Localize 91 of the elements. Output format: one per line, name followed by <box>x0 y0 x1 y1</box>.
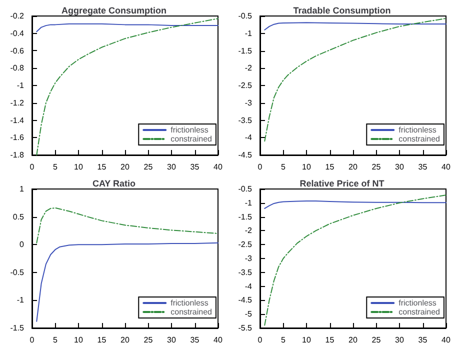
line-series <box>36 207 218 244</box>
y-tick-label: -2 <box>244 226 253 236</box>
x-tick-label: 40 <box>214 336 223 344</box>
y-tick-label: -1.8 <box>10 150 25 160</box>
x-tick-label: 15 <box>97 162 107 172</box>
x-tick-label: 25 <box>372 162 382 172</box>
legend-label: constrained <box>170 134 212 144</box>
legend-label: frictionless <box>398 298 436 308</box>
y-tick-label: 0.5 <box>12 212 25 222</box>
line-series <box>36 242 218 322</box>
x-tick-label: 40 <box>442 162 451 172</box>
x-tick-label: 30 <box>167 336 176 344</box>
y-tick-label: -3.5 <box>238 268 253 277</box>
y-tick-label: -1.5 <box>238 46 253 56</box>
x-tick-label: 35 <box>190 162 200 172</box>
y-tick-label: -0.8 <box>10 64 25 73</box>
y-tick-label: -1.2 <box>10 98 25 108</box>
line-series <box>36 23 218 32</box>
x-tick-label: 40 <box>214 162 223 172</box>
chart-title: CAY Ratio <box>92 178 136 188</box>
x-tick-label: 35 <box>190 336 200 344</box>
y-tick-label: -5.5 <box>238 324 253 332</box>
legend-label: frictionless <box>170 126 208 134</box>
x-tick-label: 25 <box>144 336 154 344</box>
x-tick-label: 40 <box>442 336 451 344</box>
line-series <box>36 18 218 156</box>
y-tick-label: -1 <box>244 198 253 208</box>
y-tick-label: -2.5 <box>238 81 253 90</box>
y-tick-label: -2 <box>244 64 253 73</box>
y-tick-label: -1 <box>16 296 25 305</box>
chart-title: Relative Price of NT <box>300 178 385 188</box>
line-series <box>264 22 446 30</box>
y-tick-label: -1 <box>16 81 25 90</box>
x-tick-label: 20 <box>348 162 358 172</box>
x-tick-label: 30 <box>167 162 176 172</box>
y-tick-label: -4.5 <box>238 296 253 305</box>
x-tick-label: 30 <box>395 336 404 344</box>
y-tick-label: -4 <box>244 282 253 291</box>
y-tick-label: -0.5 <box>10 268 25 277</box>
x-tick-label: 15 <box>97 336 107 344</box>
legend-label: frictionless <box>398 126 436 134</box>
x-tick-label: 0 <box>258 162 263 172</box>
y-tick-label: -3 <box>244 254 253 263</box>
y-tick-label: -3.5 <box>238 116 253 125</box>
line-series <box>264 200 446 209</box>
legend-label: constrained <box>398 134 440 144</box>
x-tick-label: 0 <box>258 336 263 344</box>
y-tick-label: -1.4 <box>10 116 25 125</box>
y-tick-label: -0.2 <box>10 12 25 20</box>
y-tick-label: -5 <box>244 310 253 319</box>
x-tick-label: 5 <box>281 162 286 172</box>
x-tick-label: 25 <box>144 162 154 172</box>
x-tick-label: 35 <box>418 336 428 344</box>
x-tick-label: 0 <box>30 336 35 344</box>
x-tick-label: 15 <box>325 162 335 172</box>
x-tick-label: 5 <box>53 336 58 344</box>
y-tick-label: 1 <box>20 184 25 194</box>
line-series <box>264 18 446 142</box>
y-tick-label: -1.5 <box>10 324 25 332</box>
legend-label: frictionless <box>170 298 208 308</box>
x-tick-label: 5 <box>281 336 286 344</box>
y-tick-label: -0.4 <box>10 28 25 38</box>
chart-title: Tradable Consumption <box>293 6 391 16</box>
x-tick-label: 10 <box>74 162 84 172</box>
x-tick-label: 20 <box>348 336 358 344</box>
legend-label: constrained <box>398 308 440 316</box>
x-tick-label: 20 <box>120 162 130 172</box>
line-series <box>264 194 446 326</box>
y-tick-label: -3 <box>244 98 253 108</box>
x-tick-label: 10 <box>302 162 312 172</box>
y-tick-label: -0.5 <box>238 184 253 194</box>
x-tick-label: 30 <box>395 162 404 172</box>
x-tick-label: 25 <box>372 336 382 344</box>
y-tick-label: -4 <box>244 133 253 142</box>
x-tick-label: 20 <box>120 336 130 344</box>
y-tick-label: -1.5 <box>238 212 253 222</box>
x-tick-label: 35 <box>418 162 428 172</box>
x-tick-label: 10 <box>74 336 84 344</box>
x-tick-label: 5 <box>53 162 58 172</box>
y-tick-label: -4.5 <box>238 150 253 160</box>
y-tick-label: -1 <box>244 28 253 38</box>
y-tick-label: -2.5 <box>238 240 253 250</box>
y-tick-label: -0.5 <box>238 12 253 20</box>
x-tick-label: 0 <box>30 162 35 172</box>
x-tick-label: 10 <box>302 336 312 344</box>
y-tick-label: -0.6 <box>10 46 25 56</box>
legend-label: constrained <box>170 308 212 316</box>
chart-title: Aggregate Consumption <box>62 6 166 16</box>
y-tick-label: 0 <box>20 240 25 250</box>
y-tick-label: -1.6 <box>10 133 25 142</box>
x-tick-label: 15 <box>325 336 335 344</box>
